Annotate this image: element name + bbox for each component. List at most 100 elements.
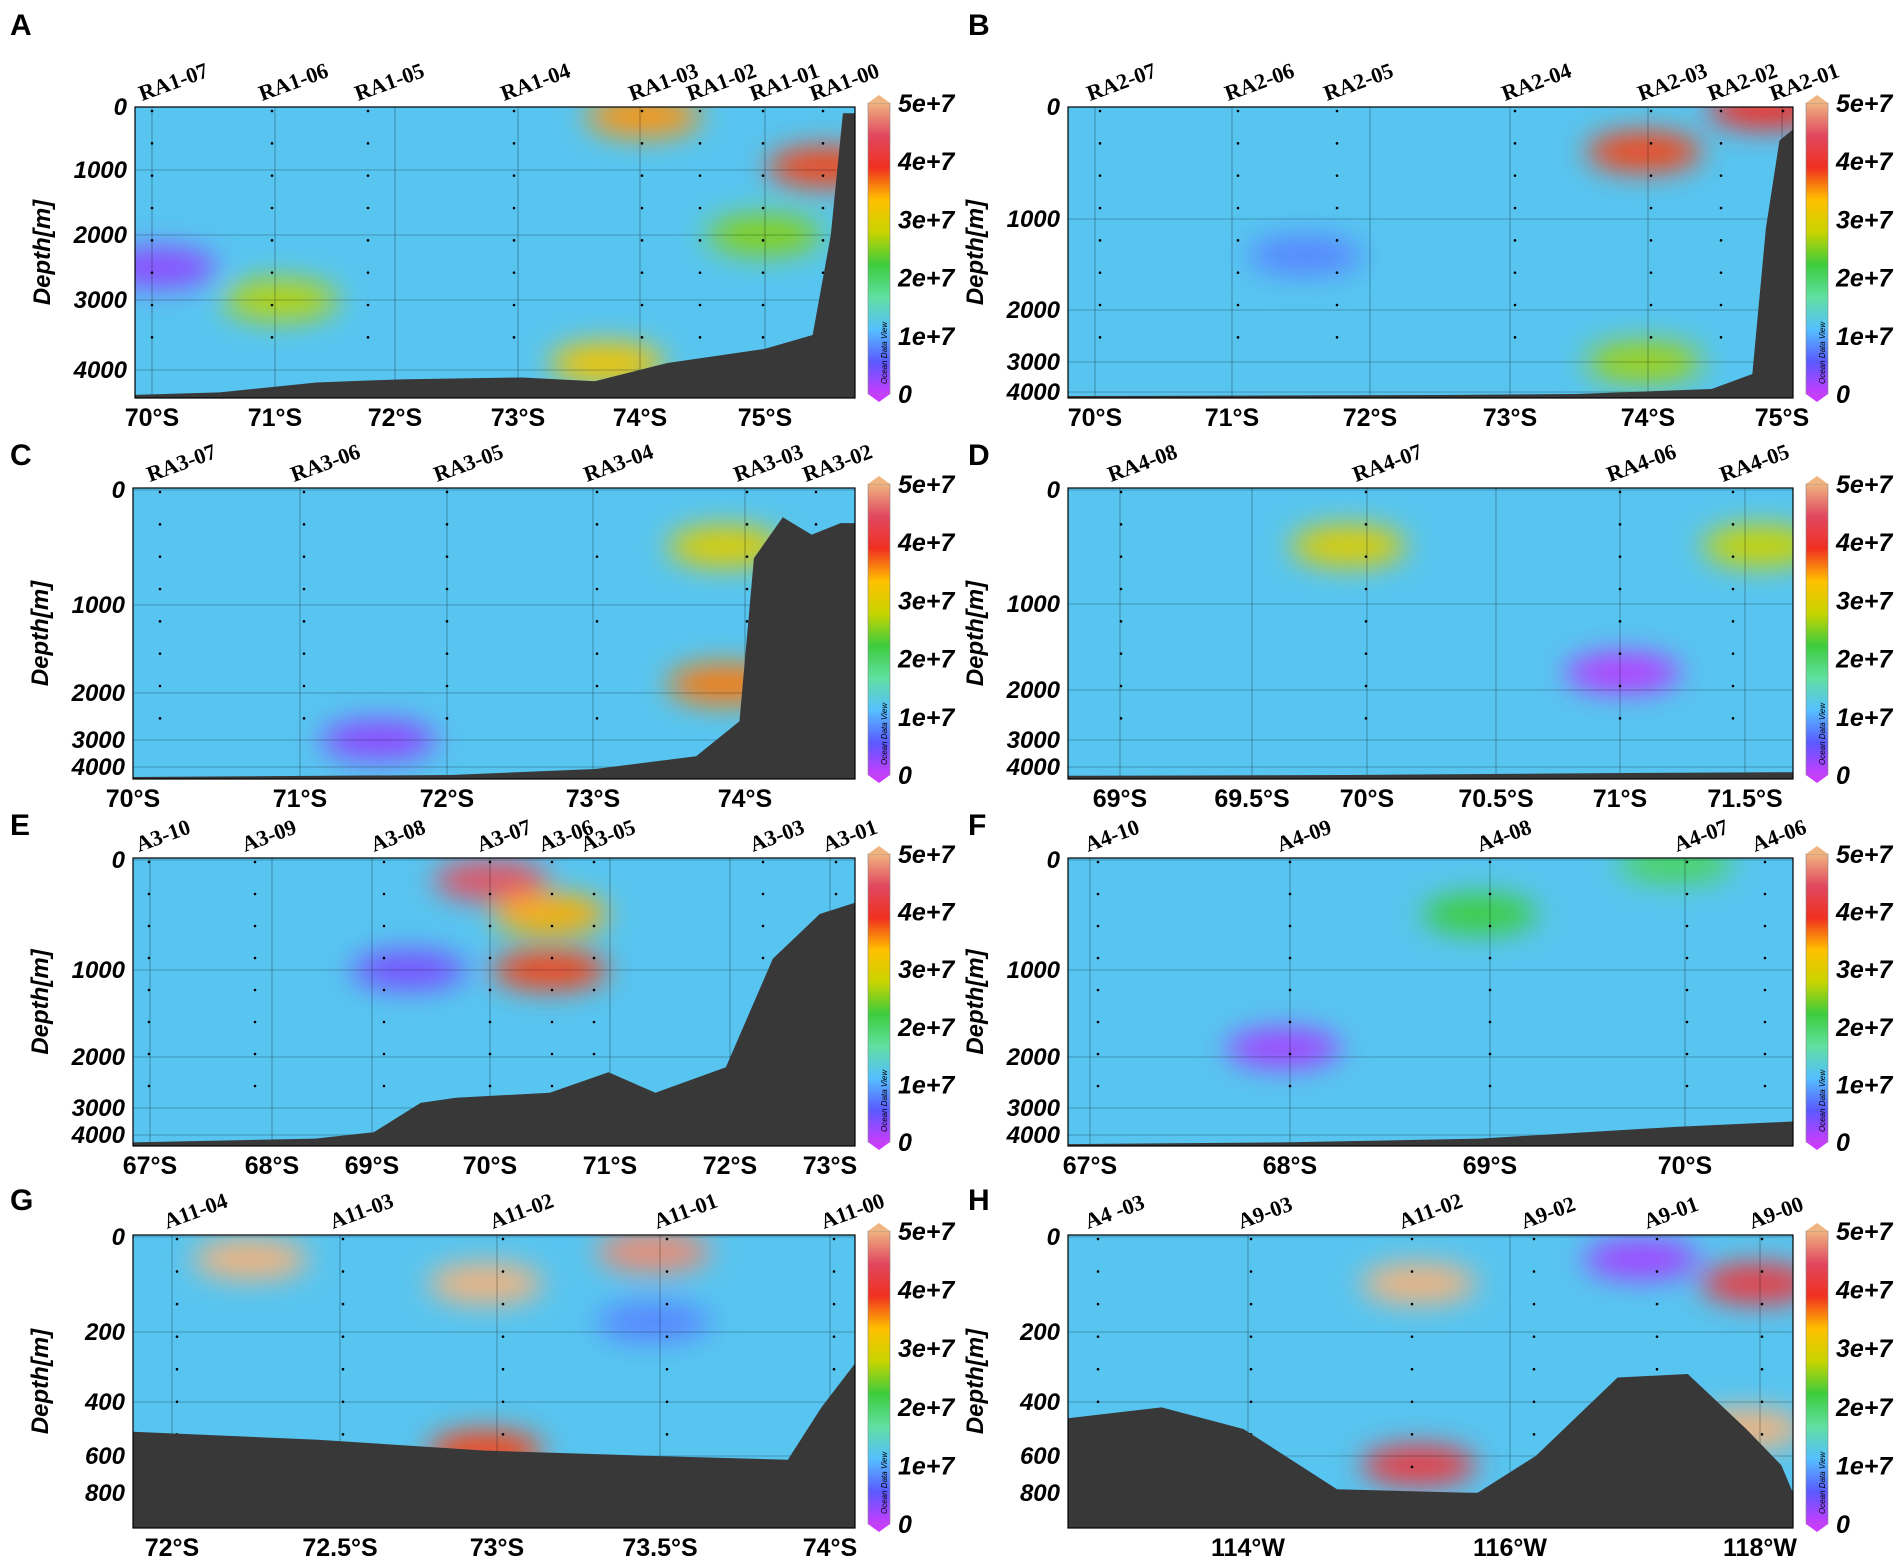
sample-dot [595, 684, 599, 688]
colorbar-tick-label: 2e+7 [897, 1014, 955, 1042]
colorbar-cap-top [1806, 846, 1828, 854]
y-tick-label: 4000 [71, 754, 126, 781]
sample-dot [382, 860, 386, 864]
colorbar-tick-label: 5e+7 [898, 1218, 955, 1246]
sample-dot [1410, 1367, 1414, 1371]
sample-dot [1096, 1084, 1100, 1088]
sample-dot [550, 1020, 554, 1024]
sample-dot [761, 206, 765, 210]
sample-dot [698, 239, 702, 242]
sample-dot [253, 1052, 257, 1056]
x-tick-label: 73°S [566, 785, 620, 813]
sample-dot [761, 109, 765, 113]
sample-dot [150, 109, 154, 113]
sample-dot [1249, 1270, 1253, 1273]
colorbar-tick-label: 4e+7 [1835, 529, 1893, 557]
y-tick-label: 2000 [71, 680, 126, 707]
sample-dot [1649, 271, 1653, 274]
sample-dot [595, 717, 599, 720]
panel-B: B Depth[m] 0 1000 2000 3000 4000 70°S 71°S 72°S 73… [962, 9, 1893, 432]
station-label: RA2-01 [1766, 58, 1842, 106]
odv-watermark: Ocean Data View [1818, 321, 1827, 384]
field-feature [1247, 235, 1364, 276]
sample-dot [832, 1367, 836, 1371]
sample-dot [253, 892, 257, 896]
y-tick-label: 400 [84, 1389, 126, 1416]
sample-dot [640, 271, 644, 274]
bathymetry [1068, 1374, 1793, 1528]
y-tick-label: 1000 [1007, 206, 1061, 233]
colorbar-tick-label: 1e+7 [1836, 1071, 1893, 1099]
station-label: RA2-07 [1083, 58, 1159, 106]
x-tick-label: 74°S [718, 785, 772, 813]
station-label: RA4-06 [1603, 439, 1679, 487]
y-tick-label: 600 [85, 1443, 126, 1470]
panel-letter: A [10, 9, 32, 42]
colorbar-tick-label: 5e+7 [1836, 90, 1893, 118]
sample-dot [761, 271, 765, 274]
y-axis-label: Depth[m] [962, 1328, 989, 1434]
station-label: RA1-06 [255, 58, 331, 106]
sample-dot [821, 271, 825, 274]
sample-dot [501, 1302, 505, 1306]
sample-dot [665, 1270, 669, 1273]
colorbar-tick-label: 4e+7 [897, 148, 955, 176]
sample-dot [665, 1367, 669, 1371]
sample-dot [1096, 1335, 1100, 1338]
station-label: RA3-02 [799, 439, 875, 487]
station-label: A9-00 [1745, 1191, 1806, 1234]
sample-dot [512, 239, 516, 242]
sample-dot [341, 1400, 345, 1404]
sample-dot [814, 490, 818, 494]
y-tick-label: 0 [1047, 94, 1061, 121]
sample-dot [1236, 206, 1240, 210]
sample-dot [1098, 206, 1102, 210]
sample-dot [1288, 1052, 1292, 1056]
sample-dot [1655, 1237, 1659, 1241]
sample-dot [1618, 684, 1622, 688]
colorbar-cap-top [1806, 1223, 1828, 1231]
panel-letter: D [968, 439, 990, 472]
sample-dot [445, 684, 449, 688]
sample-dot [1288, 1020, 1292, 1024]
sample-dot [488, 1020, 492, 1024]
colorbar-tick-label: 3e+7 [1836, 1335, 1893, 1363]
colorbar-tick-label: 2e+7 [1835, 646, 1893, 674]
colorbar-cap-bottom [1806, 394, 1828, 402]
sample-dot [1731, 490, 1735, 494]
sample-dot [1513, 271, 1517, 274]
sample-dot [1685, 1084, 1689, 1088]
station-label: RA4-08 [1104, 439, 1180, 487]
station-label: RA3-05 [430, 439, 506, 487]
sample-dot [592, 924, 596, 928]
sample-dot [1364, 652, 1368, 655]
sample-dot [270, 109, 274, 113]
field-feature [433, 860, 549, 901]
y-axis-label: Depth[m] [27, 948, 54, 1054]
bathymetry [133, 1363, 855, 1528]
sample-dot [1335, 142, 1339, 145]
sample-dot [270, 206, 274, 210]
station-label: A3-03 [746, 814, 807, 857]
x-tick-label: 72°S [703, 1152, 757, 1180]
y-tick-label: 3000 [1007, 727, 1061, 754]
sample-dot [1513, 336, 1517, 339]
x-tick-label: 72°S [368, 404, 422, 432]
sample-dot [1731, 717, 1735, 720]
colorbar-cap-bottom [1806, 775, 1828, 783]
sample-dot [1119, 717, 1123, 720]
y-tick-label: 1000 [1007, 591, 1061, 618]
sample-dot [158, 555, 162, 558]
colorbar-tick-label: 4e+7 [1835, 1277, 1893, 1305]
sample-dot [512, 174, 516, 177]
sample-dot [302, 652, 306, 655]
station-label: A4-10 [1081, 814, 1142, 857]
colorbar-cap-bottom [868, 1142, 890, 1150]
sample-dot [1685, 956, 1689, 960]
sample-dot [1618, 555, 1622, 558]
colorbar-tick-label: 5e+7 [1836, 471, 1893, 499]
y-tick-label: 0 [114, 94, 128, 121]
sample-dot [1364, 620, 1368, 623]
station-label: RA4-07 [1349, 439, 1425, 487]
